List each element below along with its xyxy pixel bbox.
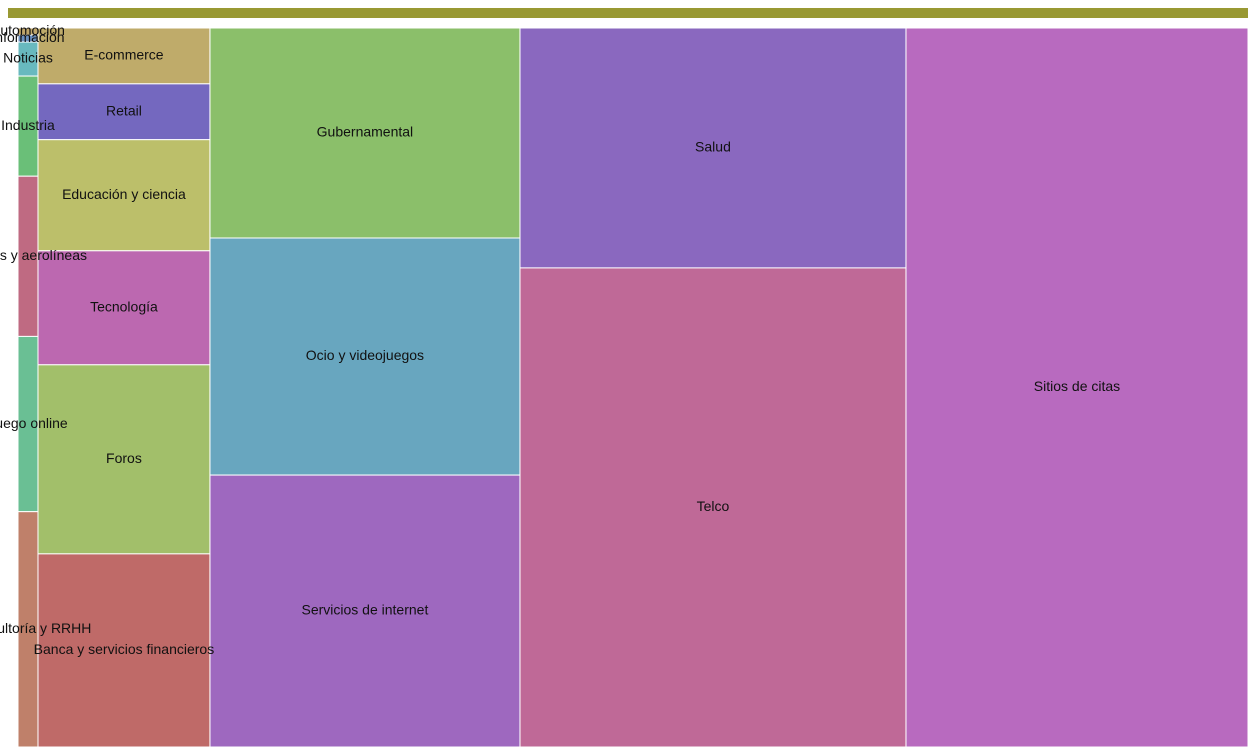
treemap-cell (519, 27, 907, 269)
cell-label: Banca y servicios financieros (34, 641, 215, 657)
header-bar (8, 8, 1248, 18)
cell-label: Salud (695, 139, 731, 155)
labels: Sitios de citas Salud Telco Gubernamental Oc… (0, 22, 1120, 657)
cell-label: Noticias (3, 50, 53, 66)
cell-label: Viajes y aerolíneas (0, 247, 87, 263)
cell-label: Información (0, 29, 65, 45)
treemap-cell (905, 27, 1249, 747)
treemap-cell (209, 237, 521, 476)
cell-label: Gubernamental (317, 124, 414, 140)
cell-label: Servicios de internet (302, 602, 429, 618)
treemap-cell (209, 474, 521, 747)
cell-label: Foros (106, 450, 142, 466)
cell-label: Consultoría y RRHH (0, 620, 91, 636)
cell-label: Industria (1, 117, 55, 133)
cell-label: Telco (697, 498, 730, 514)
treemap-cell (209, 27, 521, 239)
treemap-cell (37, 553, 211, 747)
treemap-cell (17, 511, 39, 747)
treemap-cell (37, 27, 211, 85)
treemap-cell (519, 267, 907, 747)
cell-label: E-commerce (84, 47, 164, 63)
treemap-cell (37, 364, 211, 555)
cell-label: Ocio y videojuegos (306, 347, 424, 363)
cells (17, 27, 1249, 747)
treemap-cell (37, 250, 211, 366)
cell-label: Automoción (0, 22, 65, 38)
cell-label: Retail (106, 102, 142, 118)
cell-label: Tecnología (90, 299, 158, 315)
cell-label: Educación y ciencia (62, 186, 186, 202)
cell-label: Juego online (0, 415, 68, 431)
cell-label: Sitios de citas (1034, 378, 1120, 394)
